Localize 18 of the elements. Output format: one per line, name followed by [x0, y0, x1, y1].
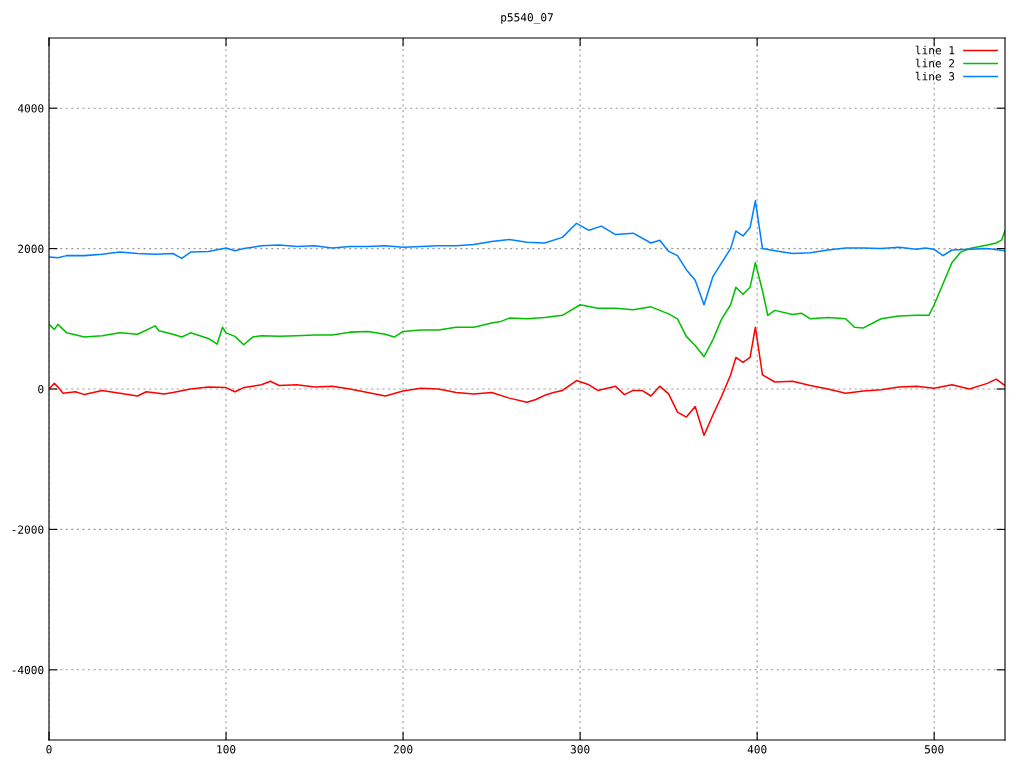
x-tick-label: 500	[924, 745, 944, 754]
legend-label: line 1	[915, 45, 955, 55]
x-tick-label: 200	[393, 745, 413, 754]
y-tick-label: -2000	[12, 525, 44, 534]
y-tick-label: 0	[38, 385, 44, 394]
x-tick-label: 100	[217, 745, 236, 754]
legend-label: line 3	[915, 71, 955, 81]
y-tick-label: 4000	[17, 104, 44, 113]
line-series	[49, 230, 1005, 358]
line-series	[49, 200, 1005, 306]
line-series	[49, 326, 1005, 437]
x-tick-label: 400	[747, 745, 767, 754]
y-tick-label: -4000	[12, 665, 44, 675]
legend-label: line 2	[915, 58, 955, 68]
y-tick-label: 2000	[18, 244, 44, 254]
chart-title: p5540_07	[501, 13, 553, 24]
x-tick-label: 300	[570, 745, 590, 754]
x-tick-label: 0	[46, 745, 52, 754]
